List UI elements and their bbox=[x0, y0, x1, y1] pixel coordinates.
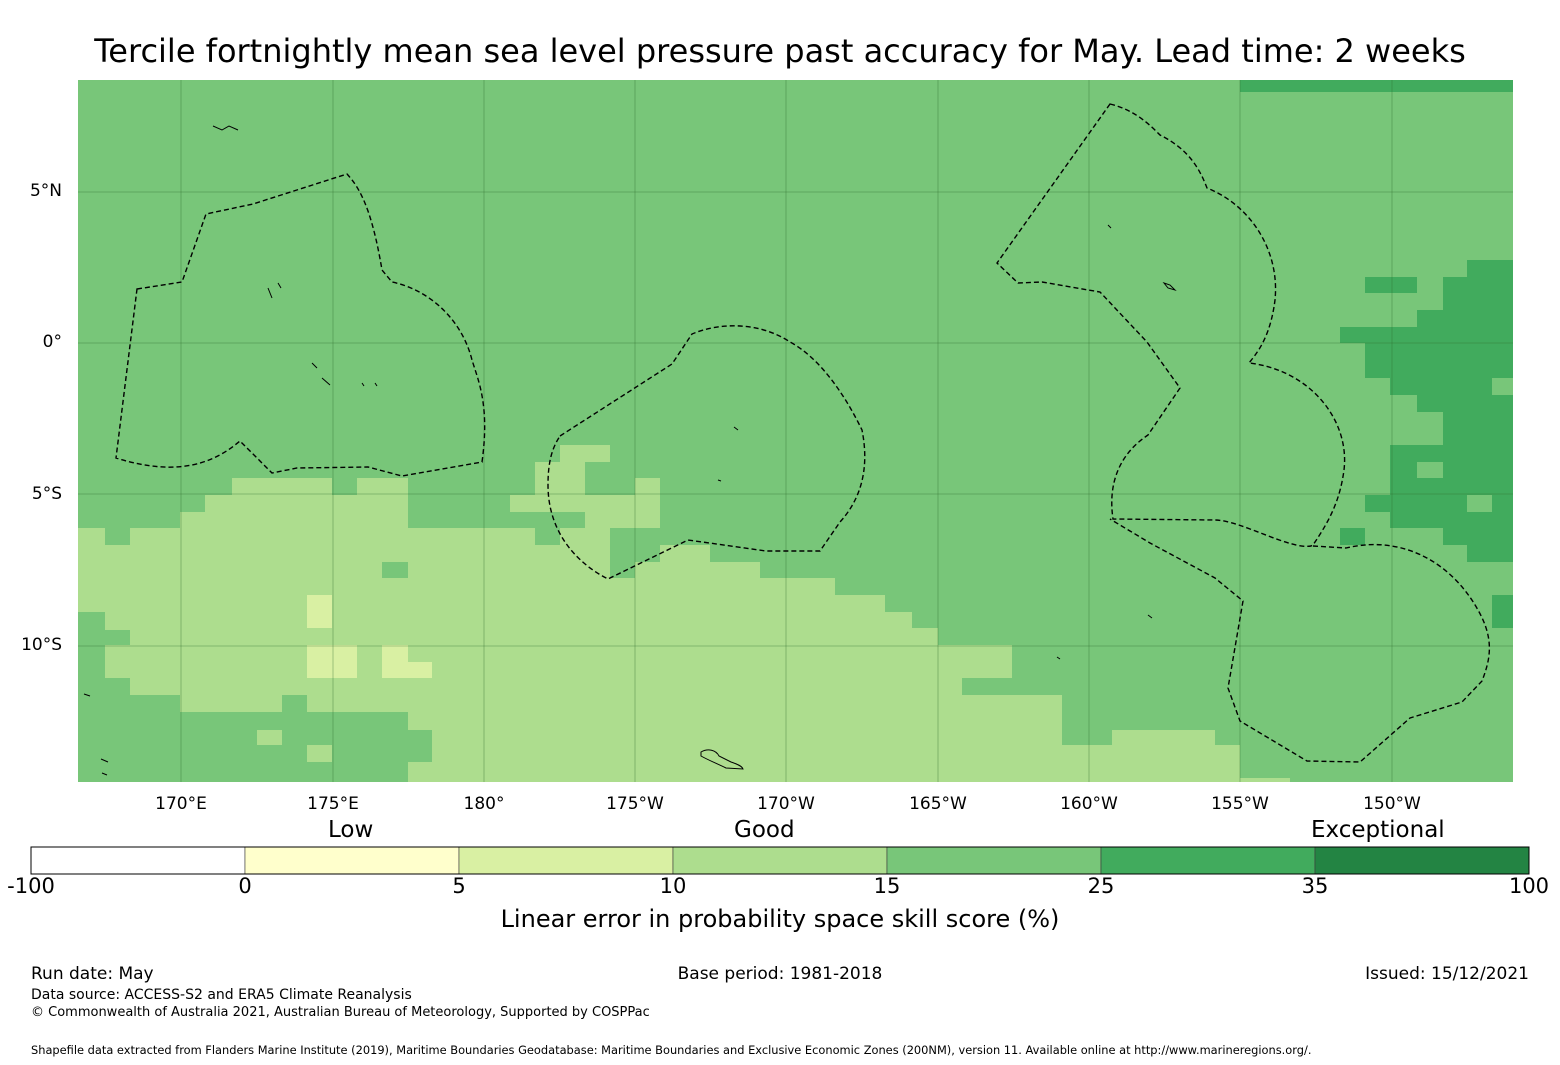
page-title: Tercile fortnightly mean sea level press… bbox=[94, 32, 1466, 70]
lon-tick-label: 175°W bbox=[606, 794, 664, 814]
base-period: Base period: 1981-2018 bbox=[677, 964, 883, 984]
colorbar-tick-label: -100 bbox=[7, 874, 55, 898]
samoa-island-outline bbox=[700, 749, 744, 770]
lon-tick-label: 155°W bbox=[1211, 794, 1269, 814]
lon-tick-label: 180° bbox=[463, 794, 505, 814]
lon-tick-label: 170°E bbox=[155, 794, 207, 814]
island-outline bbox=[311, 362, 378, 387]
lon-tick-label: 150°W bbox=[1363, 794, 1421, 814]
skill-region-15-25-patches bbox=[78, 528, 1112, 782]
colorbar-label: Linear error in probability space skill … bbox=[500, 905, 1060, 933]
lat-tick-label: 0° bbox=[42, 332, 62, 352]
lon-tick-label: 160°W bbox=[1060, 794, 1118, 814]
islands bbox=[83, 125, 1177, 776]
colorbar-segment bbox=[1100, 846, 1316, 875]
issued-date: Issued: 15/12/2021 bbox=[1365, 964, 1529, 984]
colorbar bbox=[30, 846, 1530, 875]
colorbar-tick-label: 5 bbox=[452, 874, 466, 898]
lat-tick-label: 10°S bbox=[21, 635, 62, 655]
island-outline bbox=[717, 426, 739, 482]
island-outline bbox=[83, 693, 109, 776]
colorbar-segment bbox=[30, 846, 246, 875]
run-date: Run date: May bbox=[31, 964, 154, 984]
lon-tick-label: 170°W bbox=[757, 794, 815, 814]
skill-region-10-15 bbox=[78, 445, 1240, 782]
colorbar-segment bbox=[886, 846, 1102, 875]
shapefile-credit: Shapefile data extracted from Flanders M… bbox=[31, 1043, 1312, 1057]
eez-boundaries bbox=[115, 103, 1490, 763]
island-outline bbox=[1162, 281, 1177, 292]
legend-category-exceptional: Exceptional bbox=[1311, 817, 1445, 843]
legend-category-low: Low bbox=[328, 817, 374, 843]
gridlines bbox=[78, 80, 1513, 782]
colorbar-tick-label: 100 bbox=[1508, 874, 1550, 898]
colorbar-segment bbox=[458, 846, 674, 875]
colorbar-tick-label: 15 bbox=[873, 874, 901, 898]
colorbar-tick-label: 0 bbox=[238, 874, 252, 898]
lon-tick-label: 165°W bbox=[909, 794, 967, 814]
copyright: © Commonwealth of Australia 2021, Austra… bbox=[31, 1005, 650, 1020]
island-outline bbox=[1107, 224, 1112, 229]
lon-tick-label: 175°E bbox=[307, 794, 359, 814]
skill-region-25-35 bbox=[1240, 80, 1513, 628]
colorbar-tick-label: 35 bbox=[1301, 874, 1329, 898]
lat-tick-label: 5°S bbox=[31, 484, 62, 504]
eez-cook-islands bbox=[1109, 518, 1490, 763]
legend-category-good: Good bbox=[734, 817, 795, 843]
colorbar-segment bbox=[244, 846, 460, 875]
skill-region-15-25-east-patches bbox=[1417, 378, 1513, 545]
eez-kiribati-gilberts bbox=[115, 173, 486, 477]
skill-region-5-10 bbox=[307, 595, 432, 678]
skill-score-field bbox=[78, 80, 1513, 782]
colorbar-segment bbox=[672, 846, 888, 875]
colorbar-segment bbox=[1314, 846, 1530, 875]
colorbar-tick-label: 25 bbox=[1087, 874, 1115, 898]
data-source: Data source: ACCESS-S2 and ERA5 Climate … bbox=[31, 987, 412, 1003]
island-outline bbox=[267, 282, 282, 299]
island-outline bbox=[212, 125, 239, 131]
eez-kiribati-line-islands bbox=[996, 103, 1346, 547]
colorbar-tick-label: 10 bbox=[659, 874, 687, 898]
island-outline bbox=[1056, 614, 1153, 660]
lat-tick-label: 5°N bbox=[29, 181, 62, 201]
